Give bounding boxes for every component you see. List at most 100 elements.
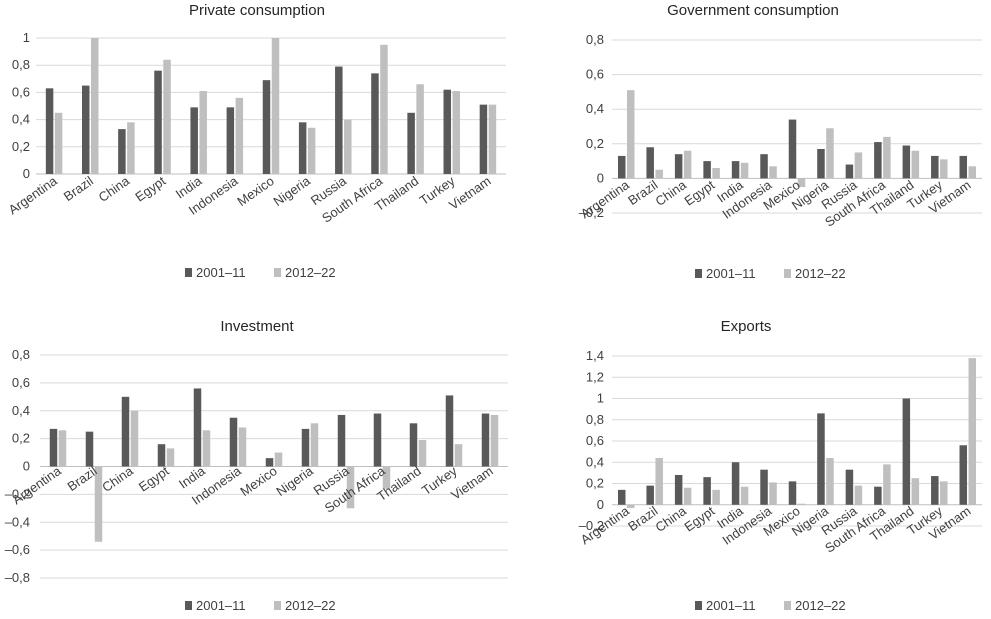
bar-egypt-2012-22 <box>163 59 171 175</box>
bar-egypt-2012-22 <box>712 489 720 505</box>
bar-vietnam-2001-11 <box>479 104 488 174</box>
bar-brazil-2012-22 <box>655 458 663 505</box>
bar-argentina-2001-11 <box>45 88 54 174</box>
bar-south-africa-2001-11 <box>371 73 379 174</box>
category-label-brazil: Brazil <box>625 177 660 208</box>
y-tick-label: 0,2 <box>12 431 30 446</box>
bar-nigeria-2001-11 <box>298 122 307 174</box>
bar-china-2001-11 <box>674 154 683 179</box>
y-tick-label: 0,2 <box>586 136 604 151</box>
bar-nigeria-2012-22 <box>826 458 834 505</box>
legend-swatch <box>695 269 702 278</box>
y-tick-label: 0,6 <box>12 375 30 390</box>
y-tick-label: 0 <box>597 170 604 185</box>
chart-title: Private consumption <box>189 2 325 19</box>
bar-nigeria-2012-22 <box>307 127 316 174</box>
y-tick-label: 1 <box>23 30 30 45</box>
y-tick-label: –0,6 <box>5 542 30 557</box>
bar-argentina-2001-11 <box>617 489 626 505</box>
bar-mexico-2012-22 <box>797 178 806 188</box>
legend-swatch <box>784 269 791 278</box>
bar-mexico-2012-22 <box>271 38 280 174</box>
legend-swatch <box>185 601 192 610</box>
y-tick-label: –0,2 <box>579 518 604 533</box>
bar-china-2012-22 <box>683 487 692 505</box>
bar-india-2001-11 <box>190 107 198 174</box>
bar-thailand-2001-11 <box>902 145 911 179</box>
category-label-nigeria: Nigeria <box>271 173 314 209</box>
y-tick-label: 0,4 <box>586 101 604 116</box>
bar-brazil-2012-22 <box>90 38 99 174</box>
bar-china-2012-22 <box>127 122 135 174</box>
legend-label: 2001–11 <box>196 598 246 613</box>
bar-brazil-2001-11 <box>81 85 90 174</box>
bar-egypt-2001-11 <box>157 444 166 467</box>
bar-china-2012-22 <box>683 150 692 179</box>
category-label-china: China <box>96 173 133 205</box>
category-label-vietnam: Vietnam <box>448 463 495 503</box>
bar-turkey-2012-22 <box>940 159 948 179</box>
bar-china-2001-11 <box>121 396 130 467</box>
bar-nigeria-2001-11 <box>817 413 825 505</box>
category-label-china: China <box>652 177 689 209</box>
bar-china-2001-11 <box>674 475 683 505</box>
bar-turkey-2001-11 <box>931 476 939 505</box>
bar-brazil-2001-11 <box>646 147 654 179</box>
bar-turkey-2001-11 <box>443 89 452 174</box>
bar-indonesia-2001-11 <box>229 417 238 467</box>
bar-south-africa-2012-22 <box>883 136 891 179</box>
bar-thailand-2001-11 <box>902 398 911 505</box>
legend-swatch <box>784 601 791 610</box>
chart-title: Exports <box>721 318 772 335</box>
bar-russia-2001-11 <box>845 469 854 505</box>
bar-indonesia-2001-11 <box>226 107 235 174</box>
bar-russia-2012-22 <box>854 485 863 505</box>
bar-indonesia-2012-22 <box>769 166 777 179</box>
legend-label: 2001–11 <box>706 598 756 613</box>
bar-turkey-2012-22 <box>452 91 461 174</box>
bar-thailand-2012-22 <box>418 440 427 467</box>
bar-india-2012-22 <box>202 430 211 467</box>
y-tick-label: 0,2 <box>12 139 30 154</box>
bar-nigeria-2012-22 <box>310 423 319 467</box>
bar-russia-2012-22 <box>346 466 355 509</box>
bar-india-2001-11 <box>731 462 740 505</box>
y-tick-label: 0,6 <box>586 433 604 448</box>
bar-egypt-2012-22 <box>166 448 175 467</box>
y-tick-label: 0,8 <box>12 57 30 72</box>
bar-thailand-2001-11 <box>407 112 415 174</box>
bar-vietnam-2012-22 <box>490 414 499 467</box>
bar-vietnam-2001-11 <box>959 445 968 505</box>
bar-indonesia-2001-11 <box>760 154 768 179</box>
bar-south-africa-2012-22 <box>382 466 391 489</box>
legend-swatch <box>185 268 192 277</box>
y-tick-label: 1,4 <box>586 348 604 363</box>
bar-china-2001-11 <box>118 129 126 174</box>
bar-argentina-2012-22 <box>58 430 67 467</box>
y-tick-label: 0,6 <box>586 67 604 82</box>
y-tick-label: 0 <box>597 497 604 512</box>
category-label-argentina: Argentina <box>6 173 61 218</box>
bar-vietnam-2012-22 <box>968 166 977 179</box>
y-tick-label: 0,4 <box>12 403 30 418</box>
y-tick-label: –0,2 <box>579 205 604 220</box>
bar-turkey-2012-22 <box>940 481 948 505</box>
bar-nigeria-2012-22 <box>826 128 834 179</box>
legend-swatch <box>695 601 702 610</box>
chart-investment: Investment –0,8 –0,6 –0,4 –0,2 0 0,2 0,4 0,6 0,8… <box>5 318 508 613</box>
y-tick-label: 0,8 <box>586 412 604 427</box>
bar-thailand-2012-22 <box>911 150 920 179</box>
bar-mexico-2001-11 <box>265 458 274 467</box>
bar-argentina-2012-22 <box>626 90 635 179</box>
legend-label: 2001–11 <box>196 265 246 280</box>
bar-thailand-2001-11 <box>409 423 418 467</box>
bar-china-2012-22 <box>130 410 139 467</box>
bar-thailand-2012-22 <box>911 478 920 505</box>
bar-south-africa-2001-11 <box>874 486 882 505</box>
bar-india-2001-11 <box>731 161 740 179</box>
bar-turkey-2012-22 <box>454 444 463 467</box>
category-label-mexico: Mexico <box>234 173 276 209</box>
category-label-brazil: Brazil <box>61 173 96 204</box>
bar-russia-2012-22 <box>854 152 863 179</box>
